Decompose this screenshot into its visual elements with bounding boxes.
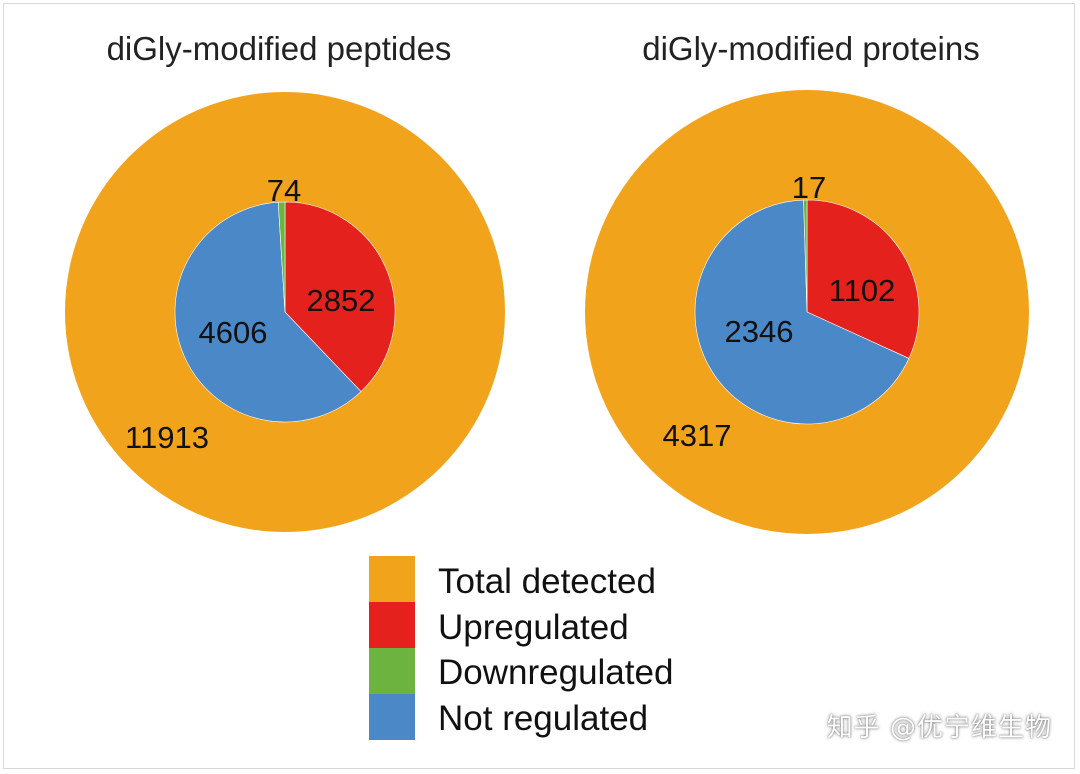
chart-proteins: diGly-modified proteins 17 1102 2346 431…: [585, 30, 1029, 534]
figure-frame: [3, 3, 1075, 769]
label-downregulated-proteins: 17: [792, 170, 826, 205]
slice-not-regulated-0: [174, 201, 362, 423]
inner-pie-peptides: [174, 201, 396, 423]
slice-upregulated-1: [806, 199, 920, 359]
legend-label-upregulated: Upregulated: [438, 608, 629, 647]
legend-label-total: Total detected: [438, 562, 656, 601]
legend: Total detected Upregulated Downregulated…: [369, 556, 673, 740]
legend-label-not-regulated: Not regulated: [438, 699, 648, 738]
legend-label-downregulated: Downregulated: [438, 653, 673, 692]
legend-swatch-not-regulated: [369, 694, 415, 740]
label-not-regulated-proteins: 2346: [725, 314, 794, 349]
slice-downregulated-1: [803, 199, 808, 313]
chart-title-peptides: diGly-modified peptides: [107, 30, 452, 67]
slice-downregulated-0: [277, 201, 286, 313]
watermark: 知乎 @优宁维生物: [826, 713, 1052, 743]
legend-swatch-total: [369, 556, 415, 602]
chart-title-proteins: diGly-modified proteins: [642, 30, 979, 67]
legend-swatch-upregulated: [369, 602, 415, 648]
label-not-regulated-peptides: 4606: [199, 315, 268, 350]
label-upregulated-peptides: 2852: [307, 283, 376, 318]
inner-pie-proteins: [694, 199, 920, 425]
slice-upregulated-0: [284, 201, 396, 392]
label-total-peptides: 11913: [125, 420, 209, 455]
label-downregulated-peptides: 74: [267, 173, 301, 208]
chart-peptides: diGly-modified peptides 74 2852 4606 119…: [65, 30, 505, 532]
label-total-proteins: 4317: [663, 418, 732, 453]
label-upregulated-proteins: 1102: [829, 273, 896, 308]
slice-not-regulated-1: [694, 199, 910, 425]
legend-swatch-downregulated: [369, 648, 415, 694]
